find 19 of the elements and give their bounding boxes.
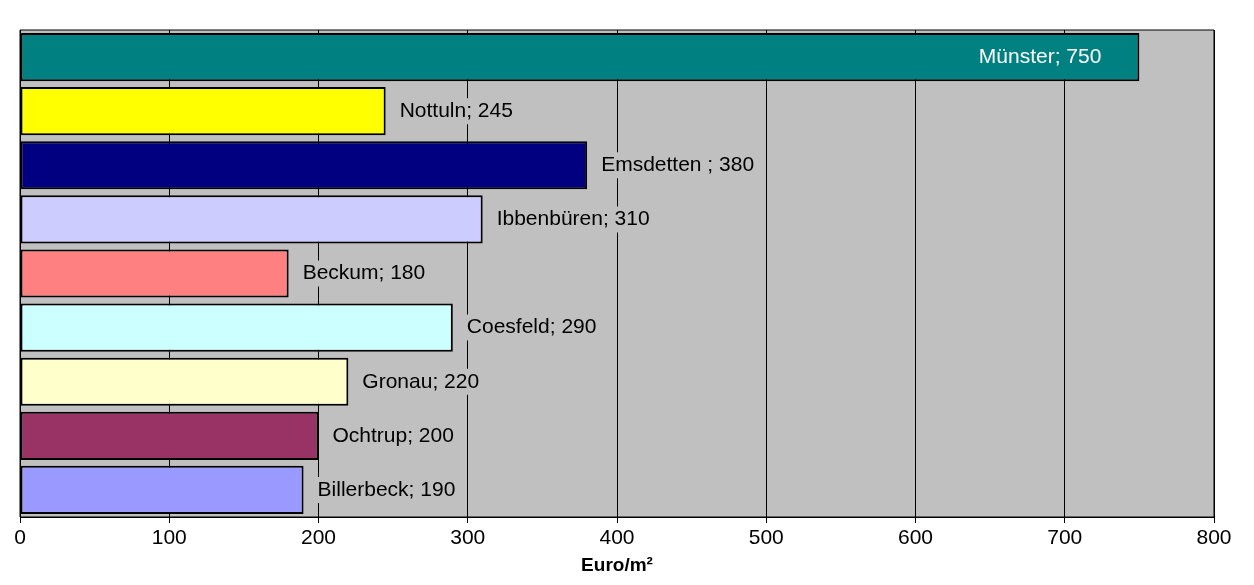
x-tick-label: 0 — [14, 525, 26, 549]
x-tick-label: 700 — [1047, 525, 1083, 549]
data-label: Nottuln; 245 — [399, 97, 513, 121]
x-tick-label: 100 — [151, 525, 187, 549]
data-label: Ochtrup; 200 — [332, 422, 454, 446]
x-tick-label: 800 — [1196, 525, 1232, 549]
data-label: Billerbeck; 190 — [317, 476, 456, 500]
data-label: Beckum; 180 — [302, 260, 426, 284]
x-tick-label: 300 — [450, 525, 486, 549]
data-label: Emsdetten ; 380 — [601, 152, 755, 176]
x-tick-label: 600 — [897, 525, 934, 549]
data-label: Coesfeld; 290 — [466, 314, 597, 338]
x-tick-label: 400 — [599, 525, 635, 549]
x-tick-label: 200 — [300, 525, 337, 549]
data-label: Münster; 750 — [978, 43, 1102, 67]
x-tick-label: 500 — [748, 525, 784, 549]
data-label: Ibbenbüren; 310 — [496, 206, 650, 230]
x-axis-title: Euro/m² — [581, 553, 653, 575]
data-label: Gronau; 220 — [362, 368, 480, 392]
